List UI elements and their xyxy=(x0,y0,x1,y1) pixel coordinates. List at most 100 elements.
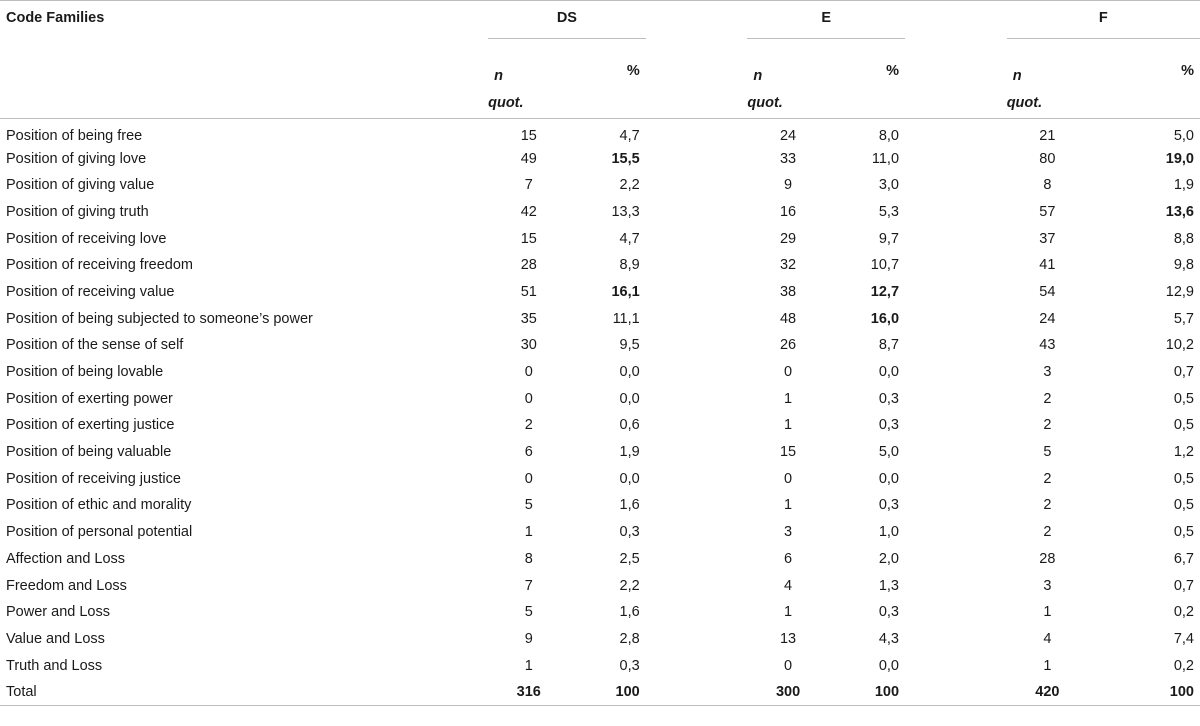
cell-percent: 100 xyxy=(569,678,646,707)
subheader-percent-e: % xyxy=(828,38,906,119)
cell-percent: 8,7 xyxy=(878,337,900,354)
row-label: Position of giving truth xyxy=(6,203,149,220)
table-row: Position of ethic and morality 5 1,6 1 0,3 2 0… xyxy=(0,492,1200,519)
cell-n-quot: 4 xyxy=(1043,630,1052,647)
cell-n-quot: 8 xyxy=(1043,177,1052,194)
cell-n-quot: 1 xyxy=(524,524,533,541)
cell-percent: 0,5 xyxy=(1173,497,1194,514)
cell-percent: 0,0 xyxy=(878,657,900,674)
cell-n-quot: 13 xyxy=(779,630,797,647)
cell-n-quot: 26 xyxy=(779,337,797,354)
row-label: Position of receiving freedom xyxy=(6,257,193,274)
row-label: Position of being free xyxy=(6,128,143,145)
cell-percent: 10,2 xyxy=(1165,337,1194,354)
cell-percent: 15,5 xyxy=(611,150,640,167)
row-label: Position of receiving value xyxy=(6,283,175,300)
cell-percent: 0,2 xyxy=(1173,657,1194,674)
cell-percent: 0,0 xyxy=(619,470,640,487)
cell-n-quot: 49 xyxy=(520,150,537,167)
table-row: Position of being valuable 6 1,9 15 5,0 5 1,2 xyxy=(0,439,1200,466)
table-row: Truth and Loss 1 0,3 0 0,0 1 0,2 xyxy=(0,652,1200,679)
cell-n-quot: 6 xyxy=(784,550,793,567)
cell-percent: 8,9 xyxy=(619,257,640,274)
cell-n-quot: 28 xyxy=(1039,550,1056,567)
column-header-code-families: Code Families xyxy=(0,0,438,39)
table-row: Position of being lovable 0 0,0 0 0,0 3 0,7 xyxy=(0,359,1200,386)
cell-percent: 8,8 xyxy=(1173,230,1194,247)
cell-n-quot: 54 xyxy=(1039,283,1056,300)
row-label: Total xyxy=(0,678,438,707)
cell-percent: 0,3 xyxy=(878,417,900,434)
row-label: Position of giving love xyxy=(6,150,147,167)
table-row: Position of receiving justice 0 0,0 0 0,0 2 0,… xyxy=(0,465,1200,492)
cell-percent: 13,6 xyxy=(1165,203,1194,220)
cell-percent: 0,5 xyxy=(1173,524,1194,541)
cell-n-quot: 5 xyxy=(524,604,533,621)
cell-n-quot: 300 xyxy=(747,678,829,707)
subheader-percent-f: % xyxy=(1088,38,1200,119)
cell-n-quot: 0 xyxy=(784,364,793,381)
cell-percent: 10,7 xyxy=(870,257,900,274)
cell-n-quot: 2 xyxy=(1043,417,1052,434)
cell-n-quot: 33 xyxy=(779,150,797,167)
cell-n-quot: 38 xyxy=(779,283,797,300)
cell-percent: 1,6 xyxy=(619,497,640,514)
cell-n-quot: 5 xyxy=(1043,444,1052,461)
cell-n-quot: 4 xyxy=(784,577,793,594)
cell-percent: 16,1 xyxy=(611,283,640,300)
cell-percent: 0,7 xyxy=(1173,364,1194,381)
cell-n-quot: 57 xyxy=(1039,203,1056,220)
cell-n-quot: 2 xyxy=(1043,524,1052,541)
table-row: Position of personal potential 1 0,3 3 1,0 2 0… xyxy=(0,519,1200,546)
cell-percent: 5,7 xyxy=(1173,310,1194,327)
row-label: Position of receiving justice xyxy=(6,470,181,487)
cell-n-quot: 1 xyxy=(784,604,793,621)
cell-percent: 1,0 xyxy=(878,524,900,541)
cell-n-quot: 16 xyxy=(779,203,797,220)
cell-percent: 4,7 xyxy=(619,230,640,247)
cell-n-quot: 1 xyxy=(1043,604,1052,621)
cell-n-quot: 7 xyxy=(524,577,533,594)
table-row: Position of receiving value 51 16,1 38 12,7 5… xyxy=(0,279,1200,306)
table-body: Position of being free 15 4,7 24 8,0 21 5,0 Pos… xyxy=(0,119,1200,707)
cell-percent: 100 xyxy=(1088,678,1200,707)
cell-percent: 0,6 xyxy=(619,417,640,434)
row-label: Truth and Loss xyxy=(6,657,103,674)
cell-percent: 0,5 xyxy=(1173,470,1194,487)
table-row: Position of being free 15 4,7 24 8,0 21 5,0 xyxy=(0,119,1200,146)
subheader-percent-ds: % xyxy=(569,38,646,119)
cell-percent: 3,0 xyxy=(878,177,900,194)
row-label: Position of exerting justice xyxy=(6,417,175,434)
cell-percent: 0,2 xyxy=(1173,604,1194,621)
cell-n-quot: 2 xyxy=(524,417,533,434)
row-label: Position of personal potential xyxy=(6,524,193,541)
table-row: Position of giving love 49 15,5 33 11,0 80 19,… xyxy=(0,145,1200,172)
cell-percent: 9,7 xyxy=(878,230,900,247)
cell-percent: 0,3 xyxy=(619,524,640,541)
table-row: Position of being subjected to someone’s… xyxy=(0,305,1200,332)
cell-n-quot: 6 xyxy=(524,444,533,461)
cell-n-quot: 15 xyxy=(779,444,797,461)
cell-percent: 11,0 xyxy=(871,150,900,167)
cell-n-quot: 2 xyxy=(1043,497,1052,514)
cell-percent: 9,8 xyxy=(1173,257,1194,274)
row-label: Position of being lovable xyxy=(6,364,164,381)
table-row: Power and Loss 5 1,6 1 0,3 1 0,2 xyxy=(0,599,1200,626)
cell-n-quot: 2 xyxy=(1043,390,1052,407)
cell-percent: 0,0 xyxy=(878,470,900,487)
cell-percent: 6,7 xyxy=(1173,550,1194,567)
cell-percent: 12,7 xyxy=(870,283,900,300)
subheader-n-quot-ds: n quot. xyxy=(488,38,570,119)
cell-n-quot: 1 xyxy=(524,657,533,674)
cell-n-quot: 3 xyxy=(1043,577,1052,594)
row-label: Value and Loss xyxy=(6,630,105,647)
cell-n-quot: 48 xyxy=(779,310,797,327)
cell-n-quot: 42 xyxy=(520,203,537,220)
cell-percent: 12,9 xyxy=(1165,283,1194,300)
table-row: Position of the sense of self 30 9,5 26 8,7 4… xyxy=(0,332,1200,359)
cell-n-quot: 0 xyxy=(524,390,533,407)
cell-n-quot: 30 xyxy=(520,337,537,354)
cell-percent: 5,0 xyxy=(1173,128,1194,145)
cell-n-quot: 1 xyxy=(1043,657,1052,674)
cell-n-quot: 1 xyxy=(784,417,793,434)
